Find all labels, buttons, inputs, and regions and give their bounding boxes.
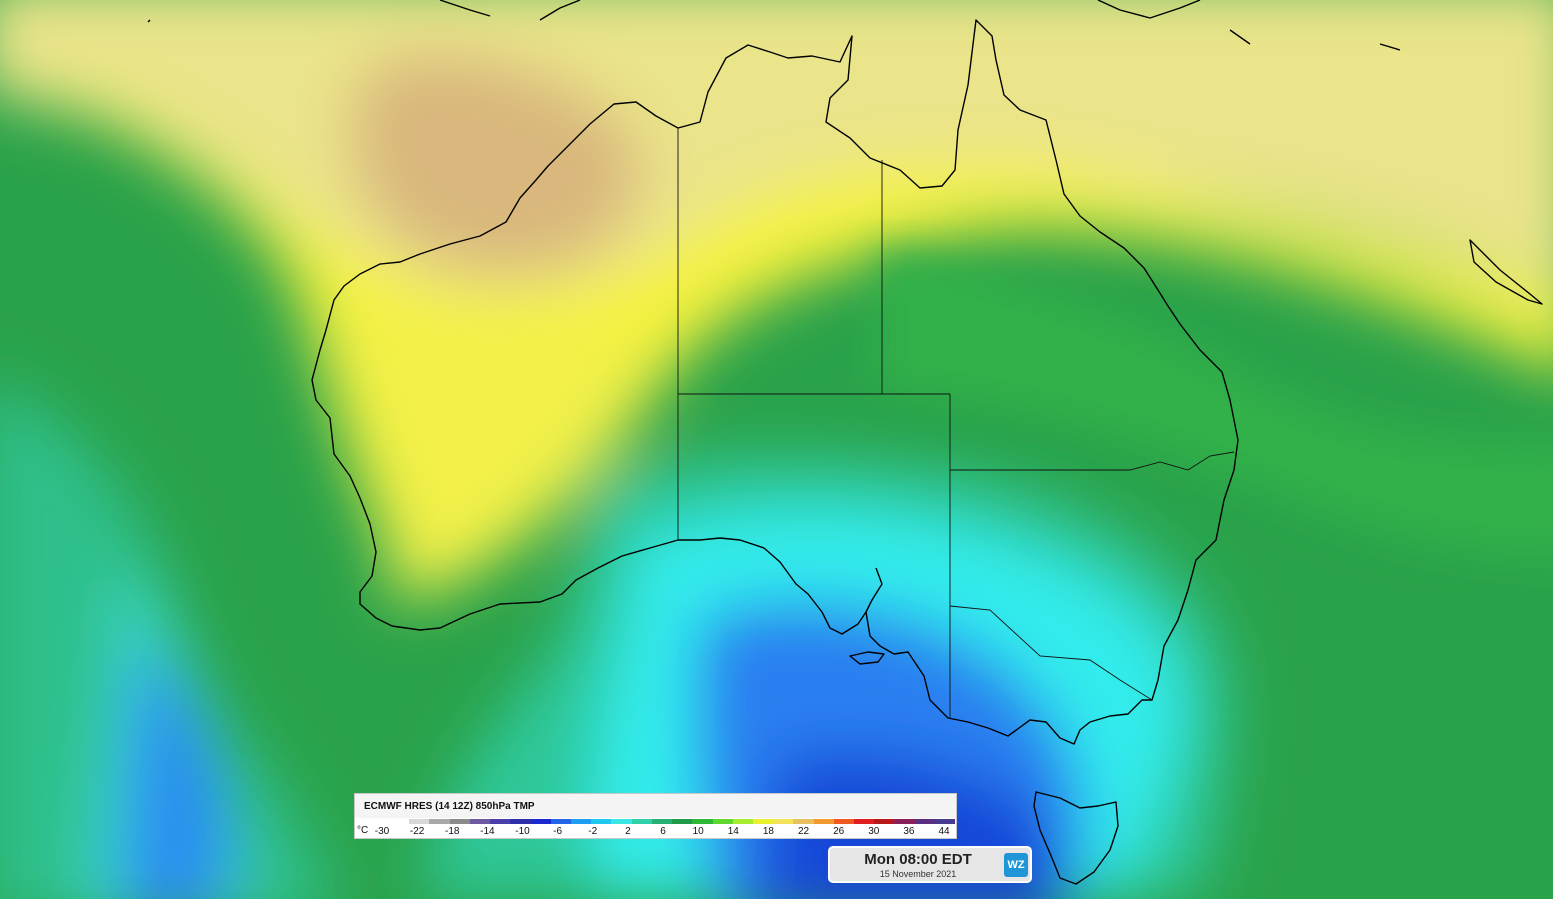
legend-tick-label: 36 — [903, 826, 915, 837]
legend-tick-label: -22 — [409, 826, 425, 837]
legend-swatch — [793, 819, 814, 824]
legend-swatch — [449, 819, 470, 824]
tasmania-outline — [1033, 791, 1119, 885]
coastline — [147, 0, 1543, 885]
valid-date-label: 15 November 2021 — [879, 869, 957, 879]
legend-swatch — [409, 819, 430, 824]
legend-swatch — [469, 819, 491, 824]
legend-tick-label: 26 — [833, 826, 845, 837]
legend-swatch — [934, 819, 956, 824]
legend-swatch — [692, 819, 713, 824]
green-east — [880, 250, 1553, 560]
color-legend: ECMWF HRES (14 12Z) 850hPa TMP °C -30 -22… — [354, 793, 957, 839]
legend-tick-label: -14 — [480, 826, 495, 837]
legend-tick-label: -2 — [588, 826, 598, 837]
legend-swatch — [672, 819, 693, 824]
australia-mainland-outline — [311, 19, 1239, 745]
yellow-west — [330, 300, 641, 600]
legend-tick-label: -10 — [515, 826, 530, 837]
legend-swatch — [389, 819, 410, 824]
legend-tick-label: -6 — [553, 826, 563, 837]
legend-swatch — [550, 819, 571, 824]
legend-swatch — [874, 819, 895, 824]
legend-swatch — [752, 819, 774, 824]
legend-tick-label: 14 — [727, 826, 739, 837]
legend-tick-label: -30 — [374, 826, 390, 837]
legend-swatch — [854, 819, 875, 824]
hot-interior — [350, 53, 641, 275]
legend-swatch — [490, 819, 511, 824]
legend-title: ECMWF HRES (14 12Z) 850hPa TMP — [361, 800, 538, 813]
legend-swatch — [833, 819, 855, 824]
legend-tick-label: 44 — [938, 826, 950, 837]
legend-tick-label: 30 — [868, 826, 880, 837]
legend-swatch — [651, 819, 673, 824]
legend-swatch — [510, 819, 531, 824]
legend-swatch — [591, 819, 612, 824]
legend-tick-label: 18 — [762, 826, 774, 837]
legend-swatch — [773, 819, 794, 824]
legend-tick-label: 22 — [797, 826, 810, 837]
legend-tick-label: 6 — [660, 826, 666, 837]
gulf-spencer — [865, 567, 883, 613]
png-coast-outline — [1097, 0, 1543, 305]
valid-time-box: Mon 08:00 EDT 15 November 2021 WZ — [828, 846, 1032, 883]
kangaroo-island-outline — [849, 651, 885, 665]
legend-swatch — [914, 819, 935, 824]
nsw-vic-border — [949, 605, 1153, 701]
legend-tick-label: 2 — [625, 826, 631, 837]
legend-swatch — [570, 819, 592, 824]
legend-swatch — [813, 819, 834, 824]
legend-swatch — [429, 819, 450, 824]
legend-tick-label: 10 — [692, 826, 704, 837]
legend-tick-label: -18 — [445, 826, 460, 837]
qld-nsw-border — [950, 451, 1235, 471]
legend-swatch — [611, 819, 632, 824]
state-borders — [677, 128, 1235, 718]
legend-swatch — [894, 819, 915, 824]
legend-color-bar — [389, 819, 956, 824]
valid-time-label: Mon 08:00 EDT — [864, 851, 972, 868]
legend-swatch — [631, 819, 652, 824]
legend-swatch — [732, 819, 753, 824]
legend-unit: °C — [357, 825, 369, 836]
weatherzone-logo[interactable]: WZ — [1004, 853, 1028, 877]
legend-swatch — [530, 819, 551, 824]
west-blue-swirl — [120, 640, 230, 899]
legend-swatch — [712, 819, 733, 824]
indonesia-coast-outline — [147, 0, 581, 23]
